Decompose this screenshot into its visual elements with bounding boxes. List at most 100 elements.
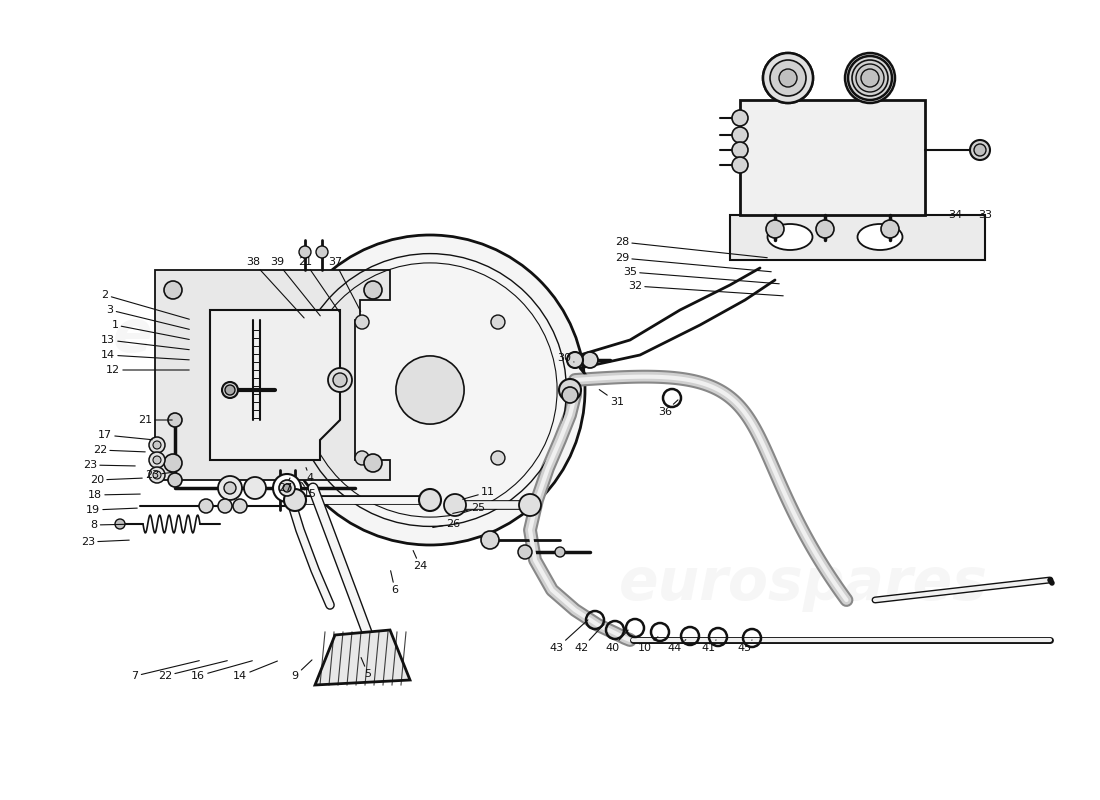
Circle shape: [226, 385, 235, 395]
Circle shape: [582, 352, 598, 368]
Circle shape: [556, 547, 565, 557]
Text: 9: 9: [292, 660, 312, 681]
Circle shape: [852, 60, 888, 96]
Circle shape: [153, 471, 161, 479]
Circle shape: [848, 56, 892, 100]
Text: 13: 13: [101, 335, 189, 350]
Circle shape: [328, 368, 352, 392]
Text: 31: 31: [600, 390, 624, 407]
Text: 16: 16: [191, 661, 252, 681]
Text: 12: 12: [106, 365, 189, 375]
Circle shape: [153, 441, 161, 449]
Polygon shape: [740, 100, 925, 215]
Text: 35: 35: [623, 267, 779, 284]
Circle shape: [519, 494, 541, 516]
Circle shape: [732, 142, 748, 158]
Circle shape: [164, 454, 182, 472]
Circle shape: [199, 499, 213, 513]
Text: 22: 22: [158, 661, 228, 681]
Circle shape: [481, 531, 499, 549]
Text: 17: 17: [98, 430, 152, 440]
Text: 4: 4: [306, 467, 313, 483]
Circle shape: [273, 474, 301, 502]
Circle shape: [763, 53, 813, 103]
Text: 19: 19: [86, 505, 138, 515]
Circle shape: [283, 484, 292, 492]
Text: 28: 28: [615, 237, 767, 258]
Circle shape: [148, 437, 165, 453]
Circle shape: [316, 246, 328, 258]
Circle shape: [218, 476, 242, 500]
Text: 21: 21: [138, 415, 173, 425]
Circle shape: [763, 53, 813, 103]
Text: 23: 23: [81, 537, 129, 547]
Text: 23: 23: [145, 470, 173, 480]
Circle shape: [279, 480, 295, 496]
Circle shape: [148, 452, 165, 468]
Text: 30: 30: [557, 353, 574, 363]
Text: 2: 2: [101, 290, 189, 319]
Text: 45: 45: [738, 640, 752, 653]
Polygon shape: [315, 630, 410, 685]
Circle shape: [861, 69, 879, 87]
Circle shape: [770, 60, 806, 96]
Text: eurospares: eurospares: [112, 307, 482, 365]
Text: 36: 36: [658, 400, 678, 417]
Text: 32: 32: [628, 281, 783, 296]
Text: 20: 20: [90, 475, 142, 485]
Circle shape: [284, 489, 306, 511]
Text: 21: 21: [298, 257, 340, 314]
Circle shape: [559, 379, 581, 401]
Text: 34: 34: [943, 210, 962, 220]
Text: 3: 3: [107, 305, 189, 330]
Text: 27: 27: [278, 478, 293, 493]
Circle shape: [355, 315, 368, 329]
Circle shape: [355, 451, 368, 465]
Circle shape: [244, 477, 266, 499]
Circle shape: [732, 127, 748, 143]
Circle shape: [168, 473, 182, 487]
Text: 24: 24: [412, 550, 427, 571]
Text: 41: 41: [701, 640, 716, 653]
Circle shape: [419, 489, 441, 511]
Circle shape: [766, 220, 784, 238]
Text: 14: 14: [101, 350, 189, 360]
Circle shape: [116, 519, 125, 529]
Circle shape: [881, 220, 899, 238]
Circle shape: [816, 220, 834, 238]
Circle shape: [845, 53, 895, 103]
Circle shape: [491, 315, 505, 329]
Text: 37: 37: [328, 257, 361, 311]
Circle shape: [224, 482, 236, 494]
Text: 14: 14: [233, 661, 277, 681]
Text: 11: 11: [463, 487, 495, 499]
Text: 7: 7: [131, 661, 199, 681]
Circle shape: [233, 499, 248, 513]
Circle shape: [974, 144, 986, 156]
Polygon shape: [155, 270, 390, 480]
Text: 10: 10: [638, 637, 658, 653]
Circle shape: [732, 110, 748, 126]
Text: 29: 29: [615, 253, 771, 272]
Circle shape: [164, 281, 182, 299]
Circle shape: [396, 356, 464, 424]
Text: 22: 22: [92, 445, 145, 455]
Text: 40: 40: [605, 630, 628, 653]
Text: 33: 33: [962, 210, 992, 220]
Circle shape: [491, 451, 505, 465]
Text: eurospares: eurospares: [618, 555, 988, 613]
Circle shape: [275, 235, 585, 545]
Text: 23: 23: [82, 460, 135, 470]
Circle shape: [218, 499, 232, 513]
Circle shape: [333, 373, 346, 387]
Polygon shape: [210, 310, 340, 460]
Circle shape: [779, 69, 798, 87]
Circle shape: [153, 456, 161, 464]
Text: 42: 42: [575, 624, 604, 653]
Ellipse shape: [768, 224, 813, 250]
Text: 26: 26: [432, 519, 460, 529]
Text: 38: 38: [246, 257, 304, 318]
Text: 25: 25: [453, 503, 485, 514]
Text: 6: 6: [390, 570, 398, 595]
Circle shape: [364, 281, 382, 299]
